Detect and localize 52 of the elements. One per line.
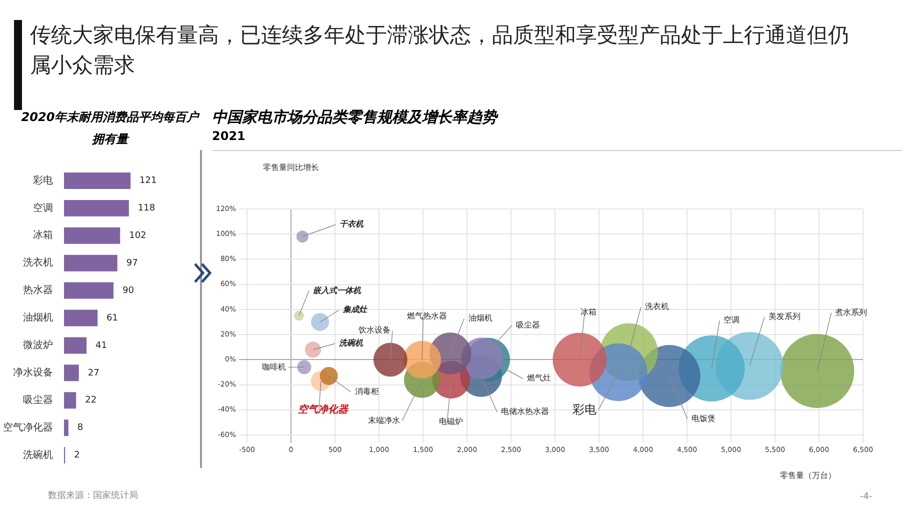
data-label: 121 — [140, 176, 157, 186]
text: 煮水系列 — [835, 308, 868, 318]
y-tick-label: 彩电 — [33, 174, 53, 186]
y-axis-title: 零售量同比增长 — [263, 162, 319, 173]
series-label: 油烟机 — [468, 313, 492, 322]
series-label: 洗衣机 — [644, 302, 669, 312]
x-axis-title: 零售量（万台） — [780, 470, 836, 481]
text: 洗碗机 — [338, 338, 364, 348]
data-label: 61 — [106, 313, 118, 324]
y-tick-label: 洗衣机 — [23, 256, 53, 269]
text: 嵌入式一体机 — [312, 286, 362, 295]
y-tick-label: 空气净化器 — [3, 421, 53, 434]
data-label: 22 — [85, 396, 97, 406]
y-tick-label: 吸尘器 — [23, 394, 53, 406]
chart-subtitle: 2021 — [212, 129, 246, 143]
data-label: 41 — [96, 340, 108, 351]
text: 消毒柜 — [354, 387, 379, 396]
text: 电储水热水器 — [501, 407, 550, 416]
data-label: 118 — [138, 204, 156, 214]
y-tick-label: 热水器 — [23, 284, 53, 296]
series-label: 空调 — [724, 316, 740, 325]
text: 燃气灶 — [527, 374, 552, 383]
data-label: 8 — [77, 423, 84, 434]
series-label: 电饭煲 — [691, 414, 716, 424]
chart-title: 中国家电市场分品类零售规模及增长率趋势 — [212, 108, 497, 127]
y-tick-label: 空调 — [33, 202, 53, 214]
y-tick-label: 净水设备 — [13, 366, 53, 379]
data-label: 90 — [122, 286, 134, 296]
chart-title: 2020年末耐用消费品平均每百户拥有量 — [20, 109, 200, 148]
text: 电磁炉 — [439, 416, 464, 426]
data-label: 27 — [88, 368, 100, 378]
series-label: 饮水设备 — [357, 326, 390, 335]
series-label: 彩电 — [572, 402, 596, 416]
series-label: 咖啡机 — [262, 362, 286, 372]
y-tick-label: 微波炉 — [23, 339, 53, 352]
data-label: 2 — [74, 450, 80, 461]
data-label: 97 — [126, 258, 138, 268]
series-label: 空气净化器 — [298, 404, 349, 416]
text: -4- — [860, 492, 872, 502]
series-label: 美发系列 — [768, 312, 800, 322]
series-label: 集成灶 — [343, 305, 368, 314]
text: 末端净水 — [368, 416, 400, 425]
y-tick-label: 冰箱 — [33, 229, 53, 242]
y-tick-label: 洗碗机 — [23, 448, 53, 461]
y-tick-label: 油烟机 — [23, 312, 53, 324]
text: 传统大家电保有量高，已连续多年处于滞涨状态，品质型和享受型产品处于上行通道但仍属小众需求 — [30, 22, 850, 79]
text: 干衣机 — [339, 218, 364, 229]
text: 吸尘器 — [516, 320, 540, 330]
text: 燃气热水器 — [407, 312, 448, 321]
source-note: 数据来源：国家统计局 — [48, 490, 138, 502]
data-label: 102 — [129, 230, 146, 241]
text: 冰箱 — [580, 308, 597, 317]
